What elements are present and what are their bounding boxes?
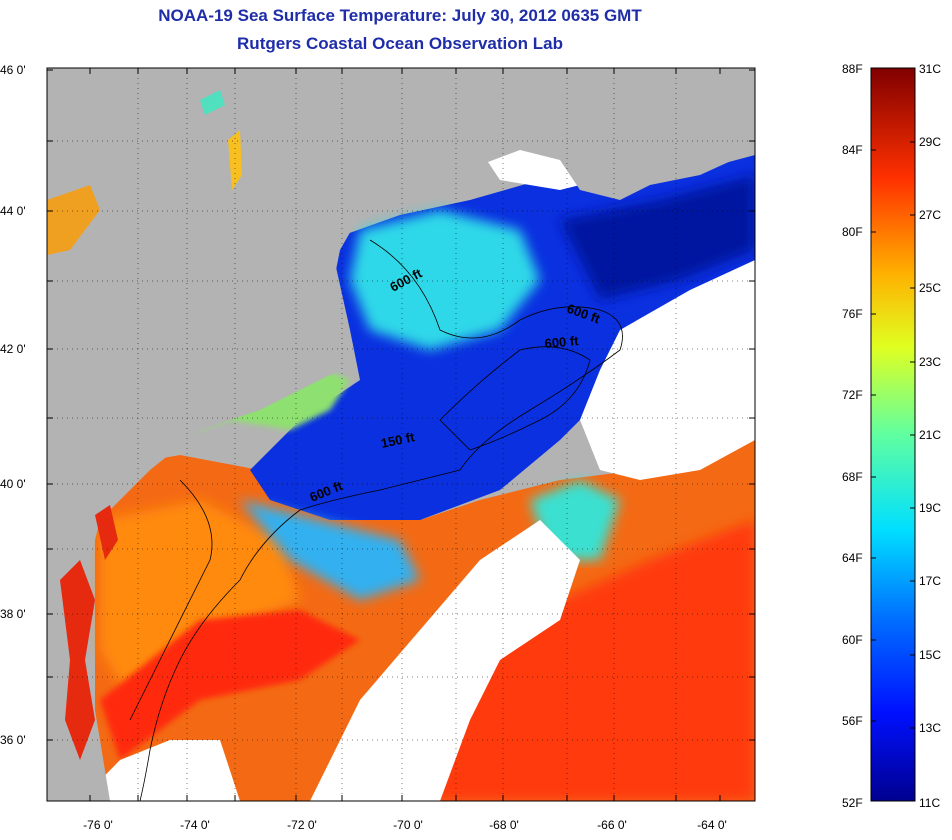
colorbar-f-68: 68F xyxy=(842,470,863,484)
map-panel: 600 ft 600 ft 600 ft 150 ft 600 ft xyxy=(47,68,755,801)
lon-label-72: -72 0' xyxy=(287,818,317,832)
delaware-bay xyxy=(95,505,118,560)
colorbar-c-19: 19C xyxy=(919,501,942,515)
cloud-east xyxy=(580,260,755,480)
lat-label-38: 38 0' xyxy=(0,607,26,621)
warm-core xyxy=(420,520,755,801)
inland-lake-west xyxy=(47,185,100,255)
colorbar-f-88: 88F xyxy=(842,62,863,76)
colorbar-ticks xyxy=(871,141,915,729)
map-subtitle: Rutgers Coastal Ocean Observation Lab xyxy=(237,34,563,53)
warm-shelf xyxy=(100,500,300,700)
colorbar-c-31: 31C xyxy=(919,62,942,76)
colorbar-f-72: 72F xyxy=(842,388,863,402)
chesapeake-bay xyxy=(60,560,95,760)
axis-ticks xyxy=(47,68,755,801)
inland-lake-green xyxy=(200,90,225,115)
lon-label-74: -74 0' xyxy=(180,818,210,832)
colorbar-c-13: 13C xyxy=(919,721,942,735)
land-west xyxy=(47,68,360,801)
colorbar-f-76: 76F xyxy=(842,307,863,321)
lat-label-40: 40 0' xyxy=(0,477,26,491)
colorbar-f-64: 64F xyxy=(842,551,863,565)
lat-label-44: 44 0' xyxy=(0,204,26,218)
map-title: NOAA-19 Sea Surface Temperature: July 30… xyxy=(158,6,642,25)
lon-label-66: -66 0' xyxy=(597,818,627,832)
cyan-coastal xyxy=(350,210,540,350)
graticule xyxy=(47,68,755,801)
colorbar-f-52: 52F xyxy=(842,796,863,810)
map-frame xyxy=(46,67,756,802)
colorbar-c-23: 23C xyxy=(919,355,942,369)
inland-lake-north xyxy=(228,130,242,190)
contour-label-150ft: 150 ft xyxy=(380,429,417,451)
colorbar-f-80: 80F xyxy=(842,225,863,239)
colorbar-c-15: 15C xyxy=(919,648,942,662)
lat-label-36: 36 0' xyxy=(0,733,26,747)
colorbar-f-84: 84F xyxy=(842,143,863,157)
lon-label-68: -68 0' xyxy=(489,818,519,832)
colorbar-f-56: 56F xyxy=(842,714,863,728)
colorbar-f-60: 60F xyxy=(842,633,863,647)
contour-label-600ft-e: 600 ft xyxy=(544,333,580,351)
land-northeast xyxy=(360,68,755,215)
lon-label-64: -64 0' xyxy=(697,818,727,832)
lat-label-42: 42 0' xyxy=(0,342,26,356)
cloud-central xyxy=(310,520,580,801)
warm-red-band xyxy=(100,610,360,760)
cyan-south-shelf xyxy=(240,500,420,600)
lon-label-70: -70 0' xyxy=(393,818,423,832)
colorbar xyxy=(871,68,915,801)
colorbar-c-27: 27C xyxy=(919,208,942,222)
colorbar-c-11: 11C xyxy=(919,796,941,810)
colorbar-c-29: 29C xyxy=(919,135,942,149)
cloud-southwest xyxy=(80,740,240,801)
colorbar-c-25: 25C xyxy=(919,281,942,295)
cold-deep xyxy=(560,175,755,300)
bathymetry-contours xyxy=(129,239,623,801)
colorbar-c-17: 17C xyxy=(919,574,942,588)
colorbar-c-21: 21C xyxy=(919,428,942,442)
lon-label-76: -76 0' xyxy=(83,818,113,832)
lat-label-46: 46 0' xyxy=(0,63,26,77)
